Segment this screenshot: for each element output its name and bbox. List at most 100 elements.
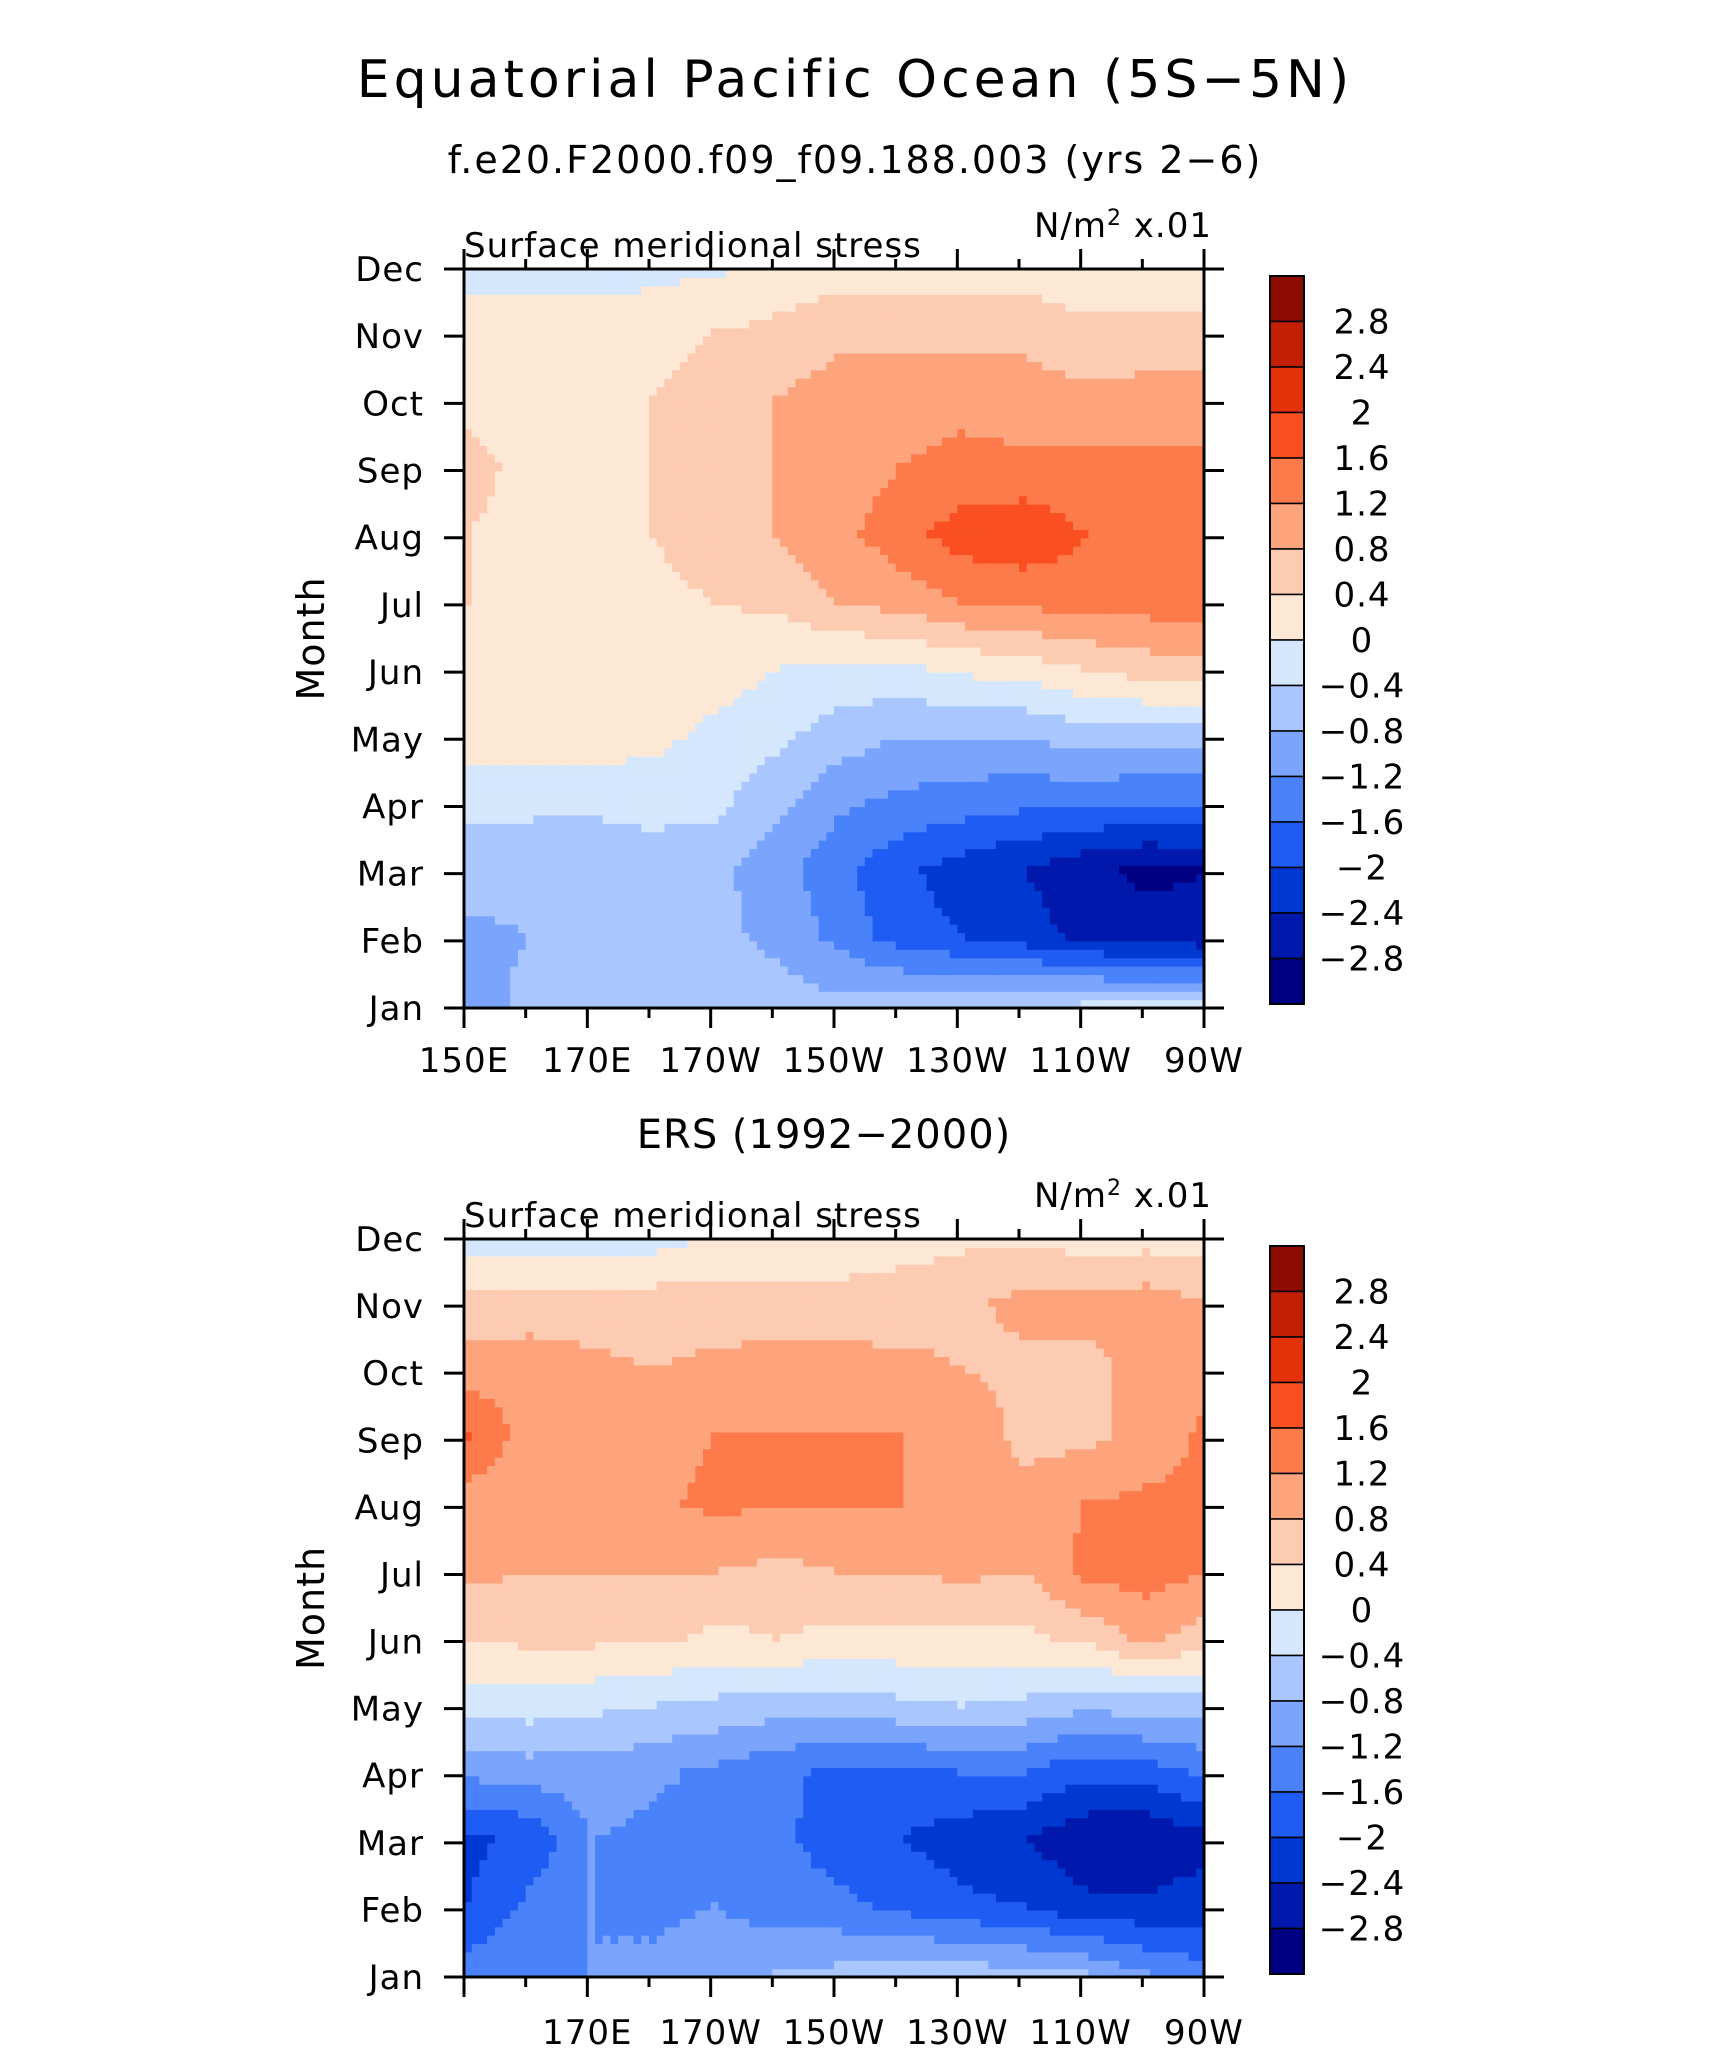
heatmap-cell [1188, 781, 1197, 791]
heatmap-cell [749, 823, 758, 833]
heatmap-cell [1088, 747, 1097, 757]
heatmap-cell [571, 571, 581, 581]
heatmap-cell [949, 915, 958, 925]
heatmap-cell [610, 680, 619, 690]
heatmap-cell [1003, 579, 1012, 589]
heatmap-cell [911, 579, 920, 589]
heatmap-cell [756, 596, 766, 606]
heatmap-cell [649, 848, 658, 858]
heatmap-cell [872, 730, 881, 740]
heatmap-cell [1196, 772, 1204, 782]
heatmap-cell [1157, 730, 1167, 740]
heatmap-cell [641, 705, 650, 715]
heatmap-cell [841, 848, 851, 858]
heatmap-cell [525, 924, 534, 934]
heatmap-cell [849, 655, 858, 665]
heatmap-cell [795, 848, 804, 858]
heatmap-cell [1057, 974, 1066, 984]
heatmap-cell [826, 714, 835, 724]
heatmap-cell [471, 596, 481, 606]
heatmap-cell [595, 579, 604, 589]
heatmap-cell [995, 957, 1005, 967]
heatmap-cell [818, 571, 827, 581]
heatmap-cell [687, 571, 696, 581]
heatmap-cell [1126, 957, 1136, 967]
heatmap-cell [803, 588, 812, 598]
heatmap-cell [1180, 957, 1190, 967]
heatmap-cell [664, 840, 673, 850]
heatmap-cell [941, 873, 951, 883]
heatmap-cell [610, 823, 619, 833]
heatmap-cell [510, 865, 519, 875]
heatmap-cell [1034, 781, 1043, 791]
heatmap-cell [1011, 680, 1020, 690]
heatmap-cell [548, 588, 558, 598]
heatmap-cell [1072, 596, 1082, 606]
heatmap-cell [595, 982, 604, 992]
heatmap-cell [864, 621, 874, 631]
heatmap-cell [841, 781, 851, 791]
heatmap-cell [548, 596, 558, 606]
heatmap-cell [672, 730, 681, 740]
heatmap-cell [656, 571, 666, 581]
heatmap-cell [741, 714, 750, 724]
heatmap-cell [687, 579, 696, 589]
heatmap-cell [533, 596, 542, 606]
heatmap-cell [787, 730, 797, 740]
heatmap-cell [487, 646, 496, 656]
heatmap-cell [872, 697, 881, 707]
heatmap-cell [995, 621, 1005, 631]
heatmap-cell [1103, 823, 1113, 833]
heatmap-cell [1057, 730, 1066, 740]
heatmap-cell [679, 621, 689, 631]
heatmap-cell [795, 898, 804, 908]
heatmap-cell [810, 571, 820, 581]
heatmap-cell [857, 764, 866, 774]
heatmap-cell [1126, 966, 1136, 976]
heatmap-cell [872, 949, 881, 959]
heatmap-cell [926, 840, 935, 850]
heatmap-cell [664, 714, 673, 724]
heatmap-cell [726, 915, 735, 925]
heatmap-cell [926, 907, 935, 917]
heatmap-cell [533, 672, 542, 682]
heatmap-cell [464, 940, 473, 950]
heatmap-cell [772, 621, 781, 631]
heatmap-cell [903, 764, 912, 774]
heatmap-cell [718, 722, 727, 732]
heatmap-cell [911, 588, 920, 598]
heatmap-cell [1103, 680, 1113, 690]
heatmap-cell [1165, 781, 1174, 791]
heatmap-cell [710, 907, 719, 917]
heatmap-cell [1103, 604, 1113, 614]
heatmap-cell [687, 915, 696, 925]
heatmap-cell [494, 680, 504, 690]
heatmap-cell [941, 646, 951, 656]
heatmap-cell [934, 772, 943, 782]
heatmap-cell [1180, 798, 1190, 808]
heatmap-cell [872, 722, 881, 732]
heatmap-cell [741, 798, 750, 808]
heatmap-cell [1150, 848, 1159, 858]
heatmap-cell [1188, 840, 1197, 850]
heatmap-cell [533, 789, 542, 799]
heatmap-cell [641, 680, 650, 690]
heatmap-cell [664, 756, 673, 766]
heatmap-cell [780, 756, 789, 766]
heatmap-cell [1103, 756, 1113, 766]
heatmap-cell [1103, 747, 1113, 757]
heatmap-cell [1180, 890, 1190, 900]
heatmap-cell [471, 932, 481, 942]
heatmap-cell [995, 806, 1005, 816]
heatmap-cell [1057, 663, 1066, 673]
heatmap-cell [487, 865, 496, 875]
heatmap-cell [834, 966, 843, 976]
heatmap-cell [610, 730, 619, 740]
heatmap-cell [556, 764, 565, 774]
heatmap-cell [872, 823, 881, 833]
heatmap-cell [1196, 999, 1204, 1008]
heatmap-cell [880, 957, 889, 967]
heatmap-cell [710, 798, 719, 808]
heatmap-cell [934, 672, 943, 682]
heatmap-cell [1150, 949, 1159, 959]
